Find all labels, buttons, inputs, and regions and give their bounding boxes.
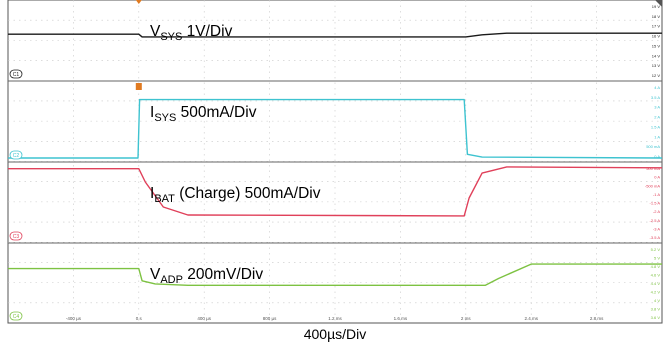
scale-label: 13 V — [652, 63, 661, 68]
x-tick-label: 400 µs — [197, 316, 211, 321]
scale-label: 4.4 V — [651, 281, 661, 286]
scale-label: 4 A — [654, 85, 660, 90]
scale-label: 3 A — [654, 105, 660, 110]
scale-label: 3.5 A — [651, 95, 660, 100]
scale-label: -1 A — [653, 192, 660, 197]
scale-label: 1 A — [654, 134, 660, 139]
channel-marker: C2 — [13, 153, 20, 159]
scale-label: 5.2 V — [651, 247, 661, 252]
x-tick-label: 800 µs — [263, 316, 277, 321]
channel-labels: VSYS 1V/Div ISYS 500mA/Div IBAT (Charge) 5… — [150, 23, 321, 286]
scale-label: 18 V — [652, 14, 661, 19]
scale-label: 5 V — [654, 256, 660, 261]
x-tick-label: 2.4 ms — [524, 316, 538, 321]
trace-c1 — [8, 32, 662, 38]
scale-label: -1.5 A — [650, 201, 661, 206]
scale-label: 12 V — [652, 73, 661, 78]
scale-label: 4 V — [654, 298, 660, 303]
scale-label: 500 mA — [646, 166, 660, 171]
timebase-label: 400µs/Div — [303, 326, 367, 342]
channel-scales: 19 V 18 V 17 V 16 V 15 V 14 V 13 V 12 V 4 A 3.5 A… — [645, 4, 660, 320]
scale-label: 0 A — [654, 175, 660, 180]
trigger-position-marker — [135, 0, 142, 4]
scale-label: -3.5 A — [650, 235, 661, 240]
scale-label: 4.2 V — [651, 290, 661, 295]
scale-label: -2 A — [653, 209, 660, 214]
trace-c3 — [8, 166, 663, 217]
scale-label: 4.8 V — [651, 264, 661, 269]
trigger-level-marker — [135, 83, 142, 90]
channel-marker: C3 — [13, 234, 20, 240]
channel-label: VADP 200mV/Div — [150, 266, 263, 286]
scale-label: 1.5 A — [651, 124, 660, 129]
x-tick-label: 2.8 ms — [590, 316, 604, 321]
channel-marker-badge — [9, 231, 23, 241]
channel-marker-badge — [9, 311, 23, 321]
trigger-markers — [135, 0, 662, 90]
trace-c4 — [8, 263, 662, 286]
x-tick-label: 0 s — [136, 316, 143, 321]
x-tick-label: 2 ms — [461, 316, 472, 321]
scale-label: -3 A — [653, 226, 660, 231]
scale-label: 3.6 V — [651, 315, 661, 320]
scale-label: 19 V — [652, 4, 661, 9]
traces — [8, 32, 663, 286]
scale-label: 14 V — [652, 53, 661, 58]
scale-label: 4.6 V — [651, 273, 661, 278]
scale-label: -2.5 A — [650, 218, 661, 223]
scale-label: 17 V — [652, 24, 661, 29]
channel-marker: C1 — [13, 72, 20, 78]
channel-label: IBAT (Charge) 500mA/Div — [150, 185, 321, 205]
channel-label: VSYS 1V/Div — [150, 23, 233, 43]
channel-dividers — [8, 80, 662, 244]
scale-label: -500 mA — [645, 183, 660, 188]
scale-label: 2 A — [654, 115, 660, 120]
corner-marker — [655, 0, 662, 7]
scale-label: 16 V — [652, 34, 661, 39]
x-tick-label: 1.6 ms — [394, 316, 408, 321]
scale-label: 0 A — [654, 154, 660, 159]
channel-marker-badge — [9, 150, 23, 160]
x-tick-label: 1.2 ms — [328, 316, 342, 321]
scale-label: 15 V — [652, 43, 661, 48]
channel-marker-badge — [9, 69, 23, 79]
trace-c2 — [8, 98, 663, 159]
scale-label: 3.8 V — [651, 307, 661, 312]
scale-label: 500 mA — [646, 144, 660, 149]
x-tick-label: -400 µs — [66, 316, 82, 321]
channel-marker: C4 — [13, 314, 20, 320]
x-tick-labels: -400 µs 0 s 400 µs 800 µs 1.2 ms 1.6 ms 2 ms 2.… — [66, 316, 604, 321]
channel-markers: C1 C2 C3 C4 — [9, 69, 23, 321]
channel-label: ISYS 500mA/Div — [150, 104, 257, 124]
